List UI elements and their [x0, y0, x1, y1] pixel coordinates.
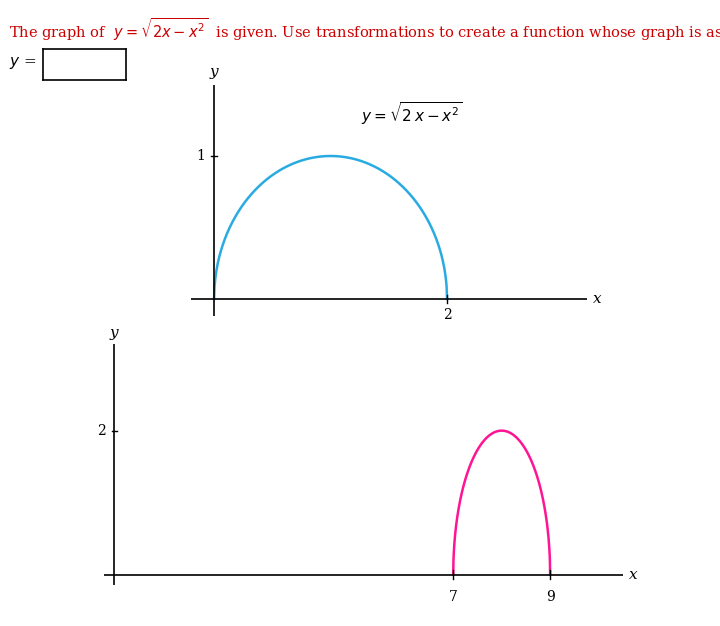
Text: The graph of  $y = \sqrt{2x - x^2}$  is given. Use transformations to create a f: The graph of $y = \sqrt{2x - x^2}$ is gi… — [9, 16, 720, 43]
Text: y: y — [210, 64, 218, 79]
Text: x: x — [593, 292, 601, 306]
Text: 2: 2 — [96, 424, 105, 438]
Text: x: x — [629, 568, 637, 582]
Text: 7: 7 — [449, 590, 458, 604]
Text: 2: 2 — [443, 308, 451, 322]
Text: $y$ =: $y$ = — [9, 54, 37, 71]
Text: $y = \sqrt{2\,x - x^2}$: $y = \sqrt{2\,x - x^2}$ — [361, 100, 463, 126]
Text: 9: 9 — [546, 590, 554, 604]
Text: 1: 1 — [196, 149, 204, 163]
Text: y: y — [109, 326, 118, 340]
